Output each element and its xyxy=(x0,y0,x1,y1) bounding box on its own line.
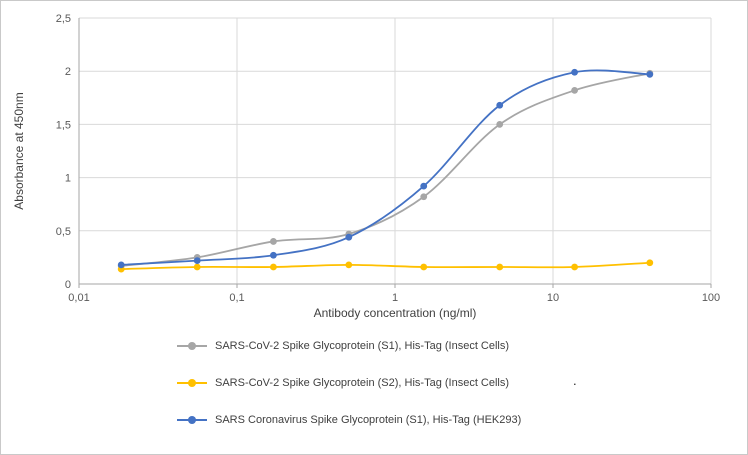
series-marker-1 xyxy=(496,263,504,271)
x-tick-label: 0,01 xyxy=(68,292,89,304)
series-line-0 xyxy=(121,72,651,267)
y-tick-label: 1 xyxy=(65,173,71,185)
series-marker-2 xyxy=(117,261,125,269)
series-marker-2 xyxy=(646,70,654,78)
y-tick-label: 1,5 xyxy=(56,119,71,131)
series-marker-2 xyxy=(496,101,504,109)
series-line-2 xyxy=(121,69,650,266)
legend-swatch-gray-icon xyxy=(177,338,207,354)
series-line-1 xyxy=(121,261,650,271)
y-axis-title: Absorbance at 450nm xyxy=(12,92,26,210)
series-marker-1 xyxy=(270,263,277,271)
x-tick-label: 100 xyxy=(702,292,720,304)
chart-legend: SARS-CoV-2 Spike Glycoprotein (S1), His-… xyxy=(177,338,521,428)
legend-label: SARS-CoV-2 Spike Glycoprotein (S1), His-… xyxy=(215,340,510,352)
series-marker-1 xyxy=(193,263,201,271)
series-marker-0 xyxy=(420,193,428,201)
y-tick-label: 2,5 xyxy=(56,13,71,25)
series-marker-1 xyxy=(345,261,353,269)
series-marker-1 xyxy=(420,263,428,271)
legend-item-sars-cov-2-s1: SARS-CoV-2 Spike Glycoprotein (S1), His-… xyxy=(177,338,521,354)
series-marker-1 xyxy=(571,263,578,271)
series-marker-2 xyxy=(571,68,578,76)
legend-item-sars-cov-2-s2: SARS-CoV-2 Spike Glycoprotein (S2), His-… xyxy=(177,375,521,391)
legend-item-sars-coronavirus-s1: SARS Coronavirus Spike Glycoprotein (S1)… xyxy=(177,412,521,428)
series-marker-2 xyxy=(270,251,277,259)
x-tick-label: 0,1 xyxy=(229,292,244,304)
series-marker-2 xyxy=(193,257,201,264)
x-axis-title: Antibody concentration (ng/ml) xyxy=(313,306,477,320)
y-tick-label: 0,5 xyxy=(56,226,71,238)
legend-swatch-yellow-icon xyxy=(177,375,207,391)
x-tick-label: 1 xyxy=(392,292,398,304)
series-marker-0 xyxy=(270,238,277,245)
series-marker-0 xyxy=(496,121,504,128)
legend-label: SARS Coronavirus Spike Glycoprotein (S1)… xyxy=(215,414,522,426)
y-tick-label: 0 xyxy=(65,279,71,291)
legend-label: SARS-CoV-2 Spike Glycoprotein (S2), His-… xyxy=(215,377,510,389)
x-tick-label: 10 xyxy=(547,292,559,304)
stray-period: . xyxy=(573,373,577,388)
series-marker-2 xyxy=(345,233,353,241)
elisa-line-chart: 0 0,5 1 1,5 2 2,5 0,01 0,1 1 10 100 xyxy=(56,13,720,304)
series-marker-1 xyxy=(646,259,654,267)
series-marker-0 xyxy=(571,86,578,94)
legend-swatch-blue-icon xyxy=(177,412,207,428)
y-tick-label: 2 xyxy=(65,66,71,78)
series-marker-2 xyxy=(420,182,428,190)
